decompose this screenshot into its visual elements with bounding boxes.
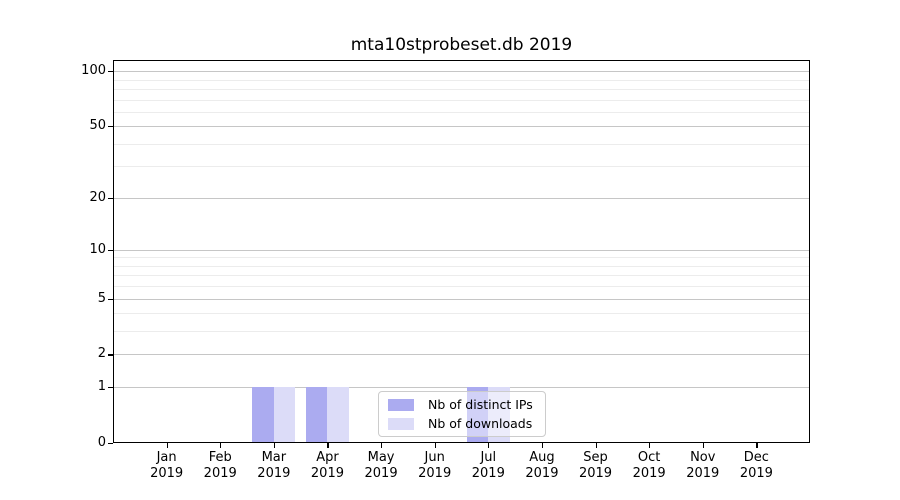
chart-title: mta10stprobeset.db 2019	[350, 35, 573, 55]
x-tick-mark	[595, 443, 597, 448]
y-tick-mark	[108, 354, 113, 356]
gridline-major	[113, 71, 810, 73]
y-tick-label: 1	[97, 379, 106, 395]
bar-distinct-ips-mar	[252, 387, 274, 443]
gridline-minor	[113, 79, 810, 81]
gridline-minor	[113, 111, 810, 113]
bar-downloads-apr	[327, 387, 349, 443]
gridline-major	[113, 126, 810, 128]
x-tick-label: Mar 2019	[257, 450, 291, 481]
y-tick-mark	[108, 249, 113, 251]
bar-distinct-ips-apr	[306, 387, 328, 443]
plot-area: Nb of distinct IPs Nb of downloads	[113, 60, 810, 443]
gridline-major	[113, 387, 810, 389]
gridline-minor	[113, 143, 810, 145]
legend-item-distinct-ips: Nb of distinct IPs	[386, 397, 538, 412]
legend-item-downloads: Nb of downloads	[386, 416, 538, 431]
y-tick-label: 10	[89, 241, 106, 257]
y-tick-mark	[108, 126, 113, 128]
x-tick-label: Sep 2019	[578, 450, 613, 481]
gridline-minor	[113, 313, 810, 315]
bar-downloads-mar	[273, 387, 296, 443]
gridline-minor	[113, 88, 810, 90]
gridline-minor	[113, 166, 810, 168]
legend-swatch-distinct-ips-icon	[388, 398, 414, 411]
x-tick-mark	[273, 443, 276, 448]
x-tick-mark	[381, 443, 383, 448]
y-tick-mark	[108, 298, 113, 300]
gridline-minor	[113, 265, 810, 267]
x-tick-label: Nov 2019	[686, 450, 720, 481]
x-tick-mark	[702, 443, 704, 448]
bar-downloads-jul	[488, 387, 510, 443]
y-tick-label: 0	[97, 435, 106, 450]
x-tick-mark	[649, 443, 651, 448]
x-tick-mark	[756, 443, 758, 448]
gridline-minor	[113, 286, 810, 288]
x-tick-mark	[327, 443, 329, 448]
x-tick-label: Dec 2019	[739, 450, 773, 481]
x-tick-label: Oct 2019	[632, 450, 666, 481]
y-tick-label: 5	[97, 290, 106, 306]
y-tick-label: 2	[97, 346, 106, 362]
x-tick-label: Jun 2019	[418, 450, 452, 481]
bar-distinct-ips-jul	[466, 387, 489, 443]
gridline-minor	[113, 331, 810, 333]
y-tick-label: 100	[81, 63, 106, 79]
x-tick-mark	[220, 443, 222, 448]
legend: Nb of distinct IPs Nb of downloads	[378, 391, 546, 437]
y-tick-mark	[108, 71, 113, 73]
legend-label-downloads: Nb of downloads	[428, 416, 533, 431]
x-tick-label: May 2019	[364, 450, 398, 481]
legend-label-distinct-ips: Nb of distinct IPs	[428, 397, 533, 412]
gridline-major	[113, 249, 810, 251]
x-tick-mark	[541, 443, 544, 448]
gridline-major	[113, 354, 810, 356]
x-tick-label: Jul 2019	[471, 450, 505, 481]
y-tick-label: 50	[89, 118, 106, 134]
x-tick-label: Apr 2019	[310, 450, 344, 481]
y-tick-label: 20	[89, 189, 106, 205]
axes-spines	[113, 60, 810, 443]
x-tick-mark	[434, 443, 436, 448]
gridline-minor	[113, 257, 810, 259]
x-tick-label: Feb 2019	[203, 450, 237, 481]
gridline-minor	[113, 99, 810, 101]
y-tick-mark	[108, 197, 113, 199]
y-tick-mark	[108, 443, 113, 445]
x-tick-mark	[488, 443, 490, 448]
x-tick-label: Aug 2019	[525, 450, 559, 481]
y-tick-mark	[108, 387, 113, 389]
gridline-major	[113, 298, 810, 300]
x-tick-label: Jan 2019	[150, 450, 184, 481]
gridline-major	[113, 197, 810, 199]
x-tick-mark	[166, 443, 168, 448]
legend-swatch-downloads-icon	[388, 417, 414, 430]
gridline-minor	[113, 275, 810, 277]
